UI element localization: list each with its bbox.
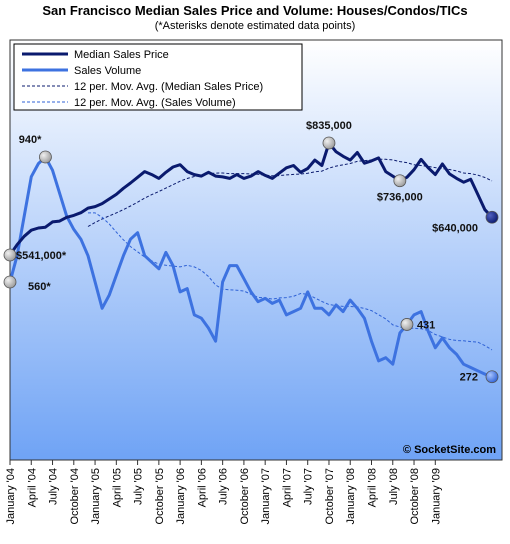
data-marker-7 [485, 370, 499, 384]
x-tick-label-7: October '05 [154, 468, 166, 525]
data-label-1: 560* [28, 281, 51, 293]
sales-volume-line [8, 155, 493, 379]
data-label-0: $541,000* [16, 250, 67, 262]
data-label-4: $736,000 [377, 192, 423, 204]
x-tick-label-16: January '08 [345, 468, 357, 525]
x-tick-label-12: January '07 [260, 468, 272, 525]
moving-average-layer [87, 158, 493, 351]
data-label-6: $640,000 [432, 222, 478, 234]
x-axis: January '04 April '04 July '04 October '04 J… [5, 460, 442, 525]
marker-layer: $541,000* 560* 940* $835,000 $736,000 431 $640… [3, 120, 499, 384]
x-tick-label-17: April '08 [367, 468, 379, 507]
data-label-2: 940* [19, 134, 42, 146]
x-tick-label-2: July '04 [48, 468, 60, 505]
median-price-line [8, 141, 494, 256]
data-marker-0 [3, 248, 17, 262]
legend-label-price-ma: 12 per. Mov. Avg. (Median Sales Price) [74, 81, 263, 93]
volume-moving-average-line [88, 212, 493, 351]
x-tick-label-14: July '07 [303, 468, 315, 505]
data-marker-4 [393, 174, 407, 188]
price-moving-average-line [87, 158, 493, 227]
x-tick-label-0: January '04 [5, 468, 17, 525]
x-tick-label-19: October '08 [409, 468, 421, 525]
x-tick-label-15: October '07 [324, 468, 336, 525]
data-marker-1 [3, 275, 17, 289]
x-tick-label-6: July '05 [133, 468, 145, 505]
x-tick-label-8: January '06 [175, 468, 187, 525]
series-layer [8, 141, 494, 379]
copyright-text: © SocketSite.com [403, 444, 496, 456]
x-tick-label-5: April '05 [111, 468, 123, 507]
x-tick-label-4: January '05 [90, 468, 102, 525]
x-tick-label-1: April '04 [26, 468, 38, 507]
x-tick-label-11: October '06 [239, 468, 251, 525]
data-marker-3 [322, 136, 336, 150]
x-tick-label-10: July '06 [218, 468, 230, 505]
x-tick-label-20: January '09 [430, 468, 442, 525]
legend-label-volume-ma: 12 per. Mov. Avg. (Sales Volume) [74, 97, 236, 109]
x-tick-label-18: July '08 [388, 468, 400, 505]
data-label-7: 272 [460, 372, 478, 384]
chart-title: San Francisco Median Sales Price and Vol… [42, 3, 468, 18]
chart-subtitle: (*Asterisks denote estimated data points… [154, 20, 356, 32]
data-label-5: 431 [417, 319, 435, 331]
x-tick-label-3: October '04 [69, 468, 81, 525]
legend: Median Sales Price Sales Volume 12 per. … [13, 43, 303, 111]
data-marker-2 [39, 150, 52, 164]
data-marker-5 [400, 318, 414, 331]
legend-label-price: Median Sales Price [74, 49, 169, 61]
data-marker-6 [485, 210, 499, 224]
legend-label-volume: Sales Volume [74, 65, 141, 77]
x-tick-label-13: April '07 [281, 468, 293, 507]
data-label-3: $835,000 [306, 120, 352, 132]
x-tick-label-9: April '06 [196, 468, 208, 507]
